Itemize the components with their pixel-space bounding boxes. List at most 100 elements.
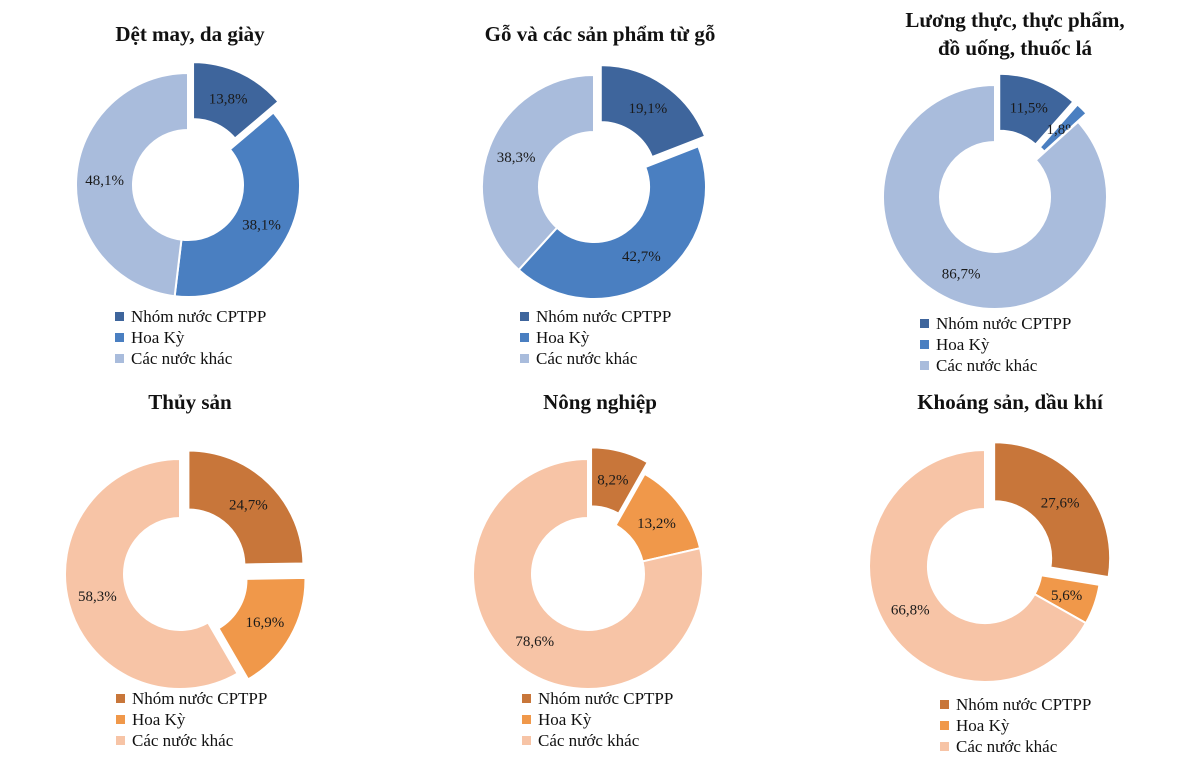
slice-cptpp <box>993 441 1112 579</box>
legend-item-cptpp: Nhóm nước CPTPP <box>940 694 1091 715</box>
legend-item-usa: Hoa Kỳ <box>920 334 1071 355</box>
slice-others <box>472 457 704 690</box>
legend-swatch <box>920 319 929 328</box>
slice-cptpp <box>192 61 280 140</box>
legend-swatch <box>116 715 125 724</box>
legend-label: Nhóm nước CPTPP <box>131 307 267 326</box>
slice-usa <box>173 111 301 298</box>
legend-swatch <box>520 312 529 321</box>
donut-chart: 8,2% 13,2% 78,6% <box>472 446 704 690</box>
legend-item-cptpp: Nhóm nước CPTPP <box>115 306 266 327</box>
data-label: 86,7% <box>942 266 981 282</box>
chart-legend: Nhóm nước CPTPP Hoa Kỳ Các nước khác <box>520 306 671 369</box>
legend-item-others: Các nước khác <box>920 355 1071 376</box>
legend-item-usa: Hoa Kỳ <box>116 709 267 730</box>
legend-label: Hoa Kỳ <box>538 710 592 729</box>
chart-title: Nông nghiệp <box>543 390 657 414</box>
legend-label: Các nước khác <box>936 356 1038 375</box>
data-label: 27,6% <box>1041 495 1080 511</box>
chart-title: Dệt may, da giày <box>115 22 265 46</box>
legend-item-others: Các nước khác <box>116 730 267 751</box>
slice-others <box>481 73 595 272</box>
legend-label: Hoa Kỳ <box>536 328 590 347</box>
legend-label: Các nước khác <box>536 349 638 368</box>
legend-label: Nhóm nước CPTPP <box>936 314 1072 333</box>
chart-legend: Nhóm nước CPTPP Hoa Kỳ Các nước khác <box>116 688 267 751</box>
legend-item-cptpp: Nhóm nước CPTPP <box>920 313 1071 334</box>
legend-label: Hoa Kỳ <box>956 716 1010 735</box>
data-label: 38,1% <box>242 218 281 234</box>
chart-panel-minerals: Khoáng sản, dầu khí 27,6% 5,6% 66,8% Nhóm … <box>860 382 1160 764</box>
legend-item-cptpp: Nhóm nước CPTPP <box>522 688 673 709</box>
legend-label: Các nước khác <box>538 731 640 750</box>
legend-item-usa: Hoa Kỳ <box>940 715 1091 736</box>
legend-label: Các nước khác <box>132 731 234 750</box>
legend-item-others: Các nước khác <box>520 348 671 369</box>
legend-swatch <box>940 742 949 751</box>
donut-chart: 13,8% 38,1% 48,1% <box>75 61 301 298</box>
legend-swatch <box>940 700 949 709</box>
legend-swatch <box>116 694 125 703</box>
legend-swatch <box>522 736 531 745</box>
slice-others <box>868 448 1088 683</box>
slice-cptpp <box>599 64 707 159</box>
data-label: 13,8% <box>209 91 248 107</box>
data-label: 48,1% <box>85 173 124 189</box>
data-label: 13,2% <box>637 516 676 532</box>
donut-chart: 24,7% 16,9% 58,3% <box>64 449 307 690</box>
legend-label: Các nước khác <box>956 737 1058 756</box>
chart-panel-wood: Gỗ và các sản phẩm từ gỗ 19,1% 42,7% 38,3%… <box>460 0 740 380</box>
chart-legend: Nhóm nước CPTPP Hoa Kỳ Các nước khác <box>115 306 266 369</box>
slice-others <box>64 457 240 690</box>
legend-label: Các nước khác <box>131 349 233 368</box>
legend-swatch <box>520 333 529 342</box>
legend-label: Hoa Kỳ <box>936 335 990 354</box>
slice-others <box>882 83 1108 310</box>
chart-panel-seafood: Thủy sản 24,7% 16,9% 58,3% Nhóm nước CPTPP… <box>60 382 320 764</box>
data-label: 38,3% <box>497 150 536 166</box>
chart-panel-agriculture: Nông nghiệp 8,2% 13,2% 78,6% Nhóm nước CPT… <box>460 382 740 764</box>
legend-item-cptpp: Nhóm nước CPTPP <box>116 688 267 709</box>
chart-panel-textiles: Dệt may, da giày 13,8% 38,1% 48,1% Nhóm nư… <box>60 0 320 380</box>
donut-chart: 19,1% 42,7% 38,3% <box>481 64 707 300</box>
legend-swatch <box>115 333 124 342</box>
legend-swatch <box>115 312 124 321</box>
legend-label: Nhóm nước CPTPP <box>538 689 674 708</box>
data-label: 58,3% <box>78 589 117 605</box>
legend-item-others: Các nước khác <box>115 348 266 369</box>
legend-label: Hoa Kỳ <box>131 328 185 347</box>
data-label: 5,6% <box>1051 588 1082 604</box>
legend-item-others: Các nước khác <box>522 730 673 751</box>
chart-legend: Nhóm nước CPTPP Hoa Kỳ Các nước khác <box>940 694 1091 757</box>
slice-usa <box>217 576 307 681</box>
chart-legend: Nhóm nước CPTPP Hoa Kỳ Các nước khác <box>920 313 1071 376</box>
slice-cptpp <box>998 72 1075 146</box>
data-label: 8,2% <box>597 473 628 489</box>
legend-swatch <box>920 361 929 370</box>
legend-label: Hoa Kỳ <box>132 710 186 729</box>
data-label: 24,7% <box>229 497 268 513</box>
data-label: 19,1% <box>629 101 668 117</box>
legend-label: Nhóm nước CPTPP <box>956 695 1092 714</box>
chart-panel-food: Lương thực, thực phẩm, đồ uống, thuốc lá… <box>870 0 1160 380</box>
legend-swatch <box>940 721 949 730</box>
data-label: 78,6% <box>515 634 554 650</box>
legend-item-cptpp: Nhóm nước CPTPP <box>520 306 671 327</box>
legend-item-usa: Hoa Kỳ <box>522 709 673 730</box>
chart-title: Gỗ và các sản phẩm từ gỗ <box>484 22 716 46</box>
legend-swatch <box>115 354 124 363</box>
legend-item-usa: Hoa Kỳ <box>520 327 671 348</box>
data-label: 11,5% <box>1010 101 1048 117</box>
slice-others <box>75 71 189 298</box>
legend-swatch <box>520 354 529 363</box>
legend-swatch <box>522 715 531 724</box>
data-label: 16,9% <box>246 615 285 631</box>
chart-title-line: đồ uống, thuốc lá <box>937 36 1093 60</box>
legend-item-usa: Hoa Kỳ <box>115 327 266 348</box>
donut-chart: 11,5%1,8%86,7% <box>882 72 1108 310</box>
chart-title: Lương thực, thực phẩm, đồ uống, thuốc lá <box>870 6 1160 62</box>
chart-title: Khoáng sản, dầu khí <box>917 390 1103 414</box>
legend-swatch <box>116 736 125 745</box>
legend-item-others: Các nước khác <box>940 736 1091 757</box>
slice-cptpp <box>187 449 305 566</box>
